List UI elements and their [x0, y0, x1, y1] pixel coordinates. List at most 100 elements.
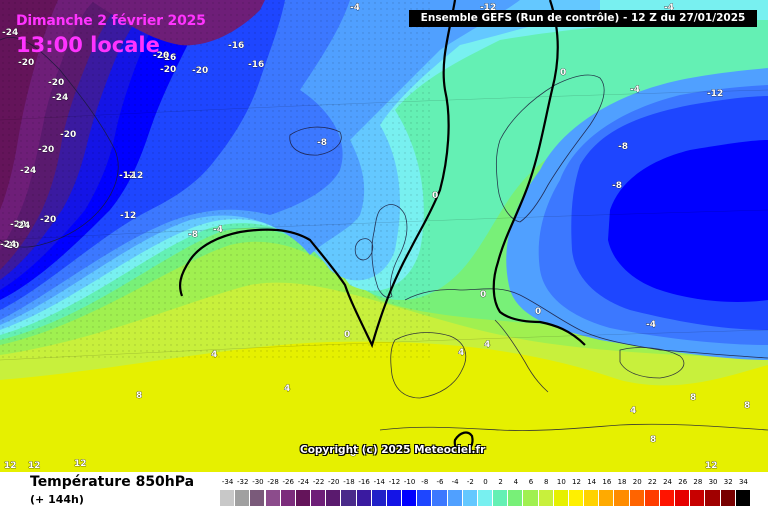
isotherm-label: 4: [630, 406, 636, 416]
isotherm-label: -16: [248, 60, 264, 70]
isotherm-label: -12: [707, 89, 723, 99]
isotherm-label: 4: [484, 340, 490, 350]
isotherm-label: -20: [3, 241, 19, 251]
isotherm-label: -4: [646, 320, 656, 330]
scale-swatch: [402, 490, 418, 506]
isotherm-label: 12: [705, 461, 718, 471]
isotherm-label: 0: [535, 307, 541, 317]
scale-swatch: [599, 490, 615, 506]
scale-swatches: [220, 490, 751, 506]
graticule: [0, 89, 768, 361]
scale-label: -18: [343, 478, 355, 486]
isotherm-label: 4: [211, 350, 217, 360]
scale-swatch: [326, 490, 342, 506]
scale-label: -22: [312, 478, 325, 486]
copyright: Copyright (c) 2025 Meteociel.fr: [300, 444, 486, 456]
scale-label: 16: [602, 478, 612, 486]
forecast-date: Dimanche 2 février 2025: [16, 13, 206, 29]
isotherm-label: 0: [344, 330, 350, 340]
scale-swatch: [705, 490, 721, 506]
scale-label: 34: [738, 478, 748, 486]
scale-swatch: [311, 490, 327, 506]
scale-label: 6: [528, 478, 534, 486]
scale-swatch: [644, 490, 660, 506]
isotherm-label: -8: [188, 230, 198, 240]
scale-label: -4: [451, 478, 459, 486]
isotherm-label: 0: [480, 290, 486, 300]
isotherm-label: 4: [284, 384, 290, 394]
scale-label: -26: [282, 478, 294, 486]
isotherm-label: -20: [153, 51, 169, 61]
scale-labels: -34 -32 -30 -28 -26 -24 -22 -20 -18 -16 -14 -12 -10-…: [220, 478, 751, 490]
scale-label: -34: [221, 478, 234, 486]
isotherm-label: -4: [664, 3, 674, 13]
isotherm-label: 0: [432, 191, 438, 201]
scale-swatch: [523, 490, 539, 506]
isotherm-label: -12: [480, 3, 496, 13]
scale-label: 30: [708, 478, 718, 486]
isotherm-label: -4: [350, 3, 360, 13]
isotherm-label: -12: [127, 171, 143, 181]
scale-swatch: [356, 490, 372, 506]
scale-swatch: [659, 490, 676, 506]
parameter-title: Température 850hPa: [30, 474, 195, 490]
isotherm-label: -24: [2, 28, 18, 38]
scale-swatch: [265, 490, 281, 506]
scale-swatch: [477, 490, 494, 506]
isotherm-label: -20: [60, 130, 76, 140]
isotherm-label: 4: [458, 348, 464, 358]
scale-swatch: [493, 490, 509, 506]
isotherm-label: -20: [38, 145, 54, 155]
temperature-map: -24-20-20-24-20-20-16-16-20-16-20-20-20-…: [0, 0, 768, 472]
scale-label: 10: [556, 478, 566, 486]
scale-swatch: [250, 490, 266, 506]
scale-label: 32: [723, 478, 733, 486]
scale-swatch: [553, 490, 569, 506]
isotherm-label: -16: [228, 41, 244, 51]
isotherm-label: 8: [690, 393, 696, 403]
temp-field-east-m12: [608, 140, 768, 302]
scale-label: -8: [421, 478, 429, 486]
scale-swatch: [568, 490, 585, 506]
scale-swatch: [735, 490, 751, 506]
stipple-overlay: [0, 0, 430, 360]
scale-label: -32: [237, 478, 249, 486]
isotherm-label: -20: [192, 66, 208, 76]
isotherm-label: -4: [630, 85, 640, 95]
scale-swatch: [295, 490, 311, 506]
scale-label: 26: [678, 478, 688, 486]
isotherm-label: 12: [28, 461, 41, 471]
isotherm-label: 8: [650, 435, 656, 445]
forecast-time: 13:00 locale: [16, 33, 160, 57]
scale-label: 24: [663, 478, 672, 486]
scale-swatch: [432, 490, 448, 506]
scale-swatch: [538, 490, 554, 506]
scale-swatch: [508, 490, 524, 506]
isotherm-label: -20: [160, 65, 176, 75]
scale-label: -2: [466, 478, 474, 486]
scale-label: -28: [267, 478, 279, 486]
isotherm-label: -24: [20, 166, 36, 176]
scale-label: 18: [617, 478, 627, 486]
isotherm-label: -20: [40, 215, 56, 225]
scale-label: 20: [632, 478, 642, 486]
scale-label: 4: [513, 478, 519, 486]
isotherm-label: -12: [119, 171, 135, 181]
scale-label: 2: [498, 478, 503, 486]
scale-swatch: [417, 490, 433, 506]
scale-label: 28: [693, 478, 703, 486]
scale-swatch: [386, 490, 403, 506]
isotherm-label: -20: [10, 220, 26, 230]
scale-label: 12: [572, 478, 581, 486]
scale-swatch: [371, 490, 387, 506]
coastlines: [0, 37, 768, 431]
scale-label: 0: [483, 478, 488, 486]
scale-swatch: [280, 490, 296, 506]
scale-swatch: [462, 490, 478, 506]
scale-label: 22: [647, 478, 657, 486]
isotherm-label: -4: [213, 225, 223, 235]
isotherm-label: -24: [14, 221, 30, 231]
isotherm-label: -16: [160, 53, 176, 63]
scale-label: -12: [388, 478, 401, 486]
